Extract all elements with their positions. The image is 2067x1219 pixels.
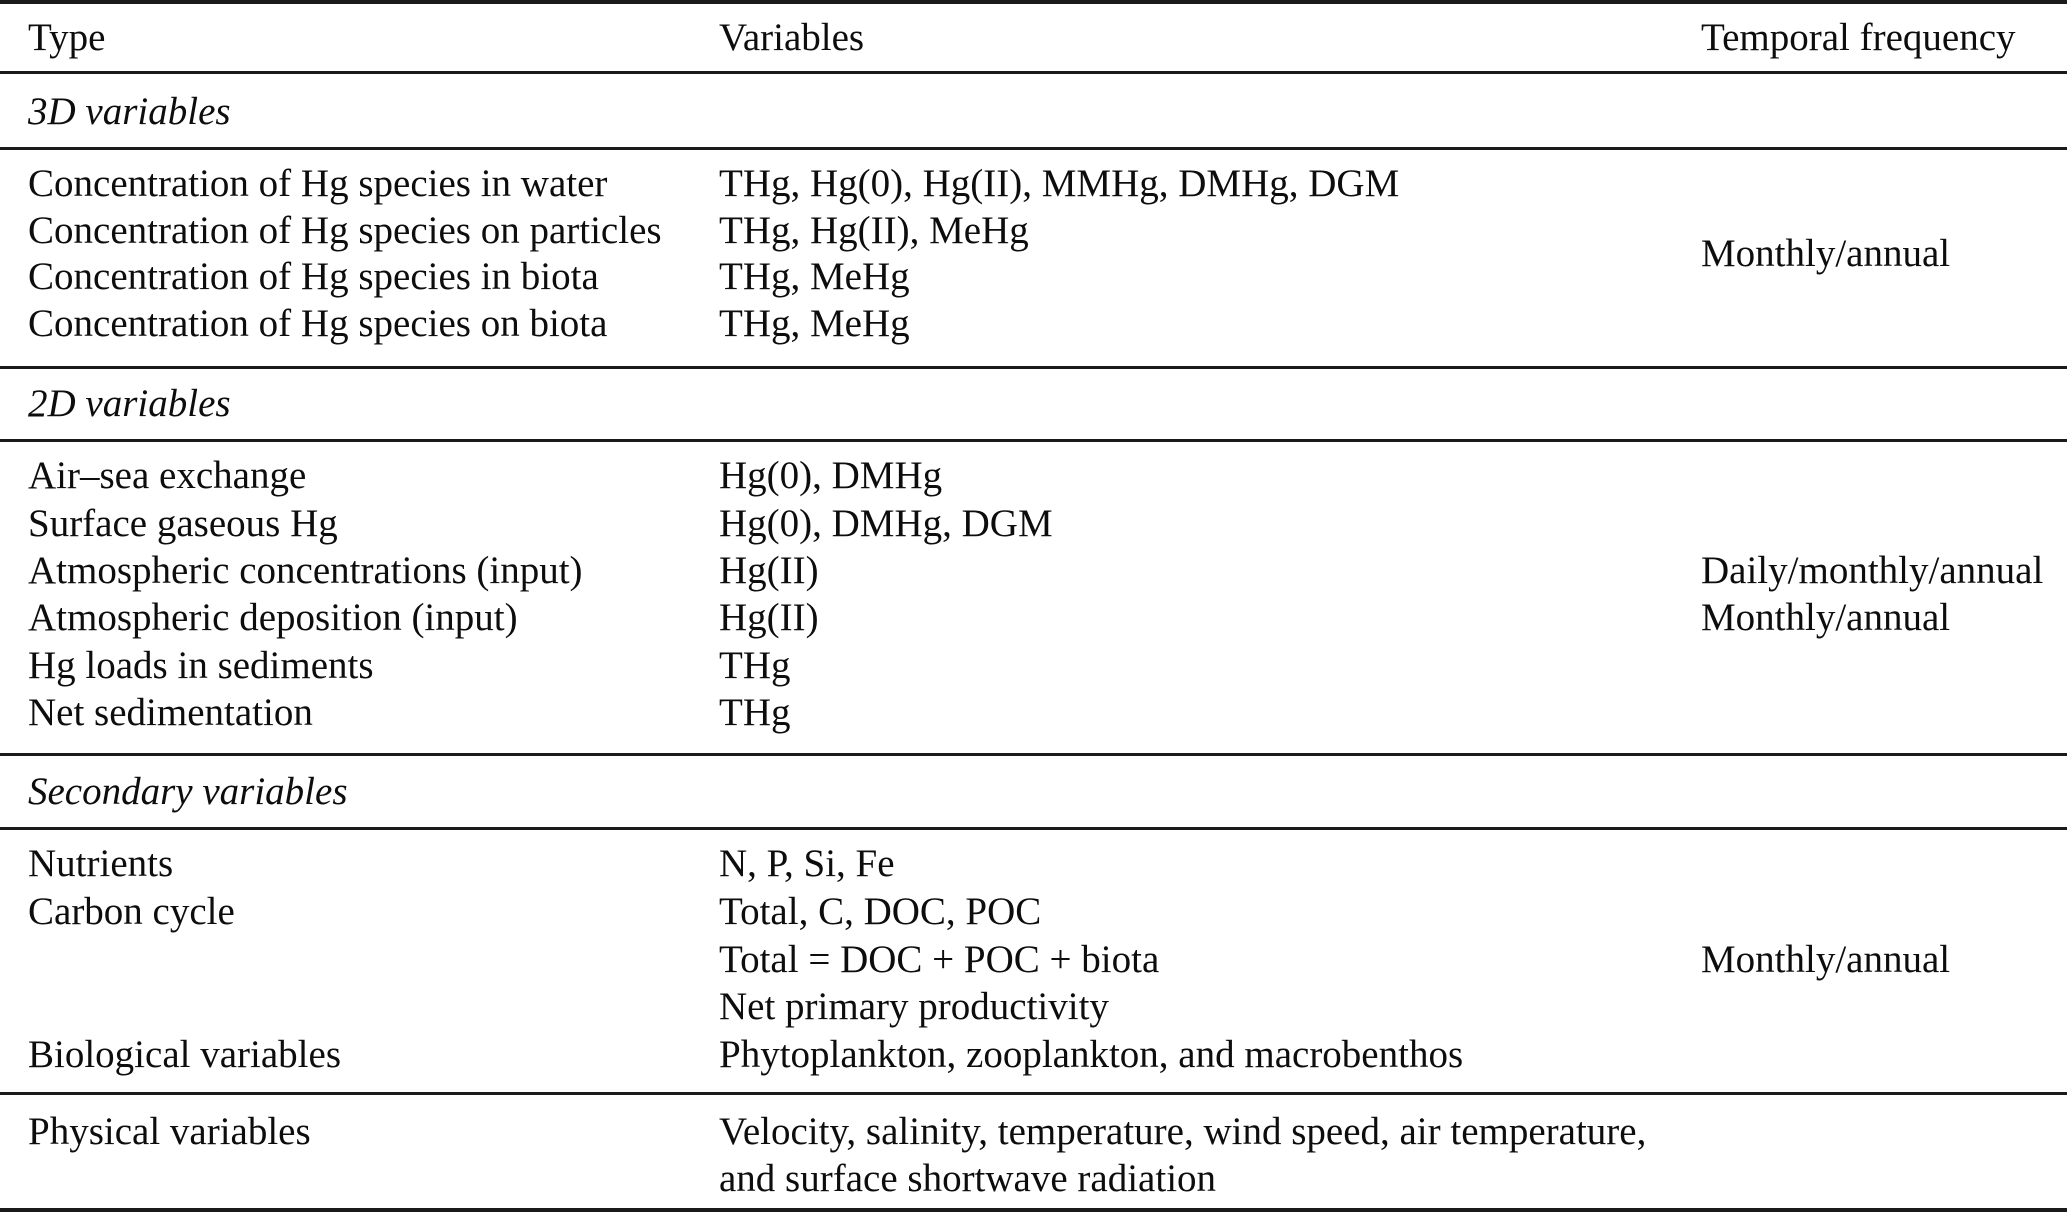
table-row: Atmospheric concentrations (input) Hg(II…: [0, 547, 2067, 594]
table-row: Concentration of Hg species in biota THg…: [0, 253, 2067, 300]
cell-frequency: Monthly/annual: [1701, 596, 1951, 639]
table-row: Air–sea exchange Hg(0), DMHg: [0, 452, 2067, 499]
cell-type: Concentration of Hg species in biota: [28, 255, 599, 298]
cell-variables: THg: [719, 644, 791, 687]
cell-variables: Hg(II): [719, 596, 819, 639]
table-row: Carbon cycle Total, C, DOC, POC: [0, 888, 2067, 935]
cell-variables: Phytoplankton, zooplankton, and macroben…: [719, 1033, 1464, 1076]
table-row: Concentration of Hg species on biota THg…: [0, 300, 2067, 347]
rule-below-secondary-title: [0, 827, 2067, 830]
cell-type: Atmospheric deposition (input): [28, 596, 518, 639]
table-row: and surface shortwave radiation: [0, 1155, 2067, 1202]
table-row: Concentration of Hg species in water THg…: [0, 160, 2067, 207]
rule-above-2d-title: [0, 366, 2067, 369]
cell-type: Surface gaseous Hg: [28, 502, 338, 545]
table-row: Total = DOC + POC + biota Monthly/annual: [0, 936, 2067, 983]
frequency-span-row: Monthly/annual: [0, 230, 2067, 277]
section-title-2d: 2D variables: [28, 382, 231, 425]
rule-above-physical-section: [0, 1092, 2067, 1095]
table-row: Net sedimentation THg: [0, 689, 2067, 736]
section-title-3d: 3D variables: [28, 90, 231, 133]
cell-type: Net sedimentation: [28, 691, 313, 734]
cell-type: Nutrients: [28, 842, 174, 885]
table-top-rule: [0, 0, 2067, 4]
table-row: Concentration of Hg species on particles…: [0, 207, 2067, 254]
rule-below-3d-title: [0, 147, 2067, 150]
column-header-frequency: Temporal frequency: [1701, 16, 2016, 59]
table-row: Surface gaseous Hg Hg(0), DMHg, DGM: [0, 500, 2067, 547]
cell-variables: THg, Hg(0), Hg(II), MMHg, DMHg, DGM: [719, 162, 1400, 205]
cell-type: Physical variables: [28, 1110, 311, 1153]
table-row: Nutrients N, P, Si, Fe: [0, 840, 2067, 887]
column-header-variables: Variables: [719, 16, 865, 59]
cell-type: Air–sea exchange: [28, 454, 307, 497]
cell-variables: Total, C, DOC, POC: [719, 890, 1042, 933]
cell-variables: Total = DOC + POC + biota: [719, 938, 1160, 981]
cell-type: Concentration of Hg species on particles: [28, 209, 662, 252]
table-row: Physical variables Velocity, salinity, t…: [0, 1108, 2067, 1155]
table-row: Biological variables Phytoplankton, zoop…: [0, 1031, 2067, 1078]
rule-above-secondary-title: [0, 753, 2067, 756]
cell-variables: THg, MeHg: [719, 302, 910, 345]
cell-variables: Velocity, salinity, temperature, wind sp…: [719, 1110, 1647, 1153]
cell-type: Concentration of Hg species on biota: [28, 302, 608, 345]
cell-variables: THg, Hg(II), MeHg: [719, 209, 1029, 252]
section-title-secondary: Secondary variables: [28, 770, 348, 813]
column-header-row: Type Variables Temporal frequency: [0, 14, 2067, 61]
table-row: Net primary productivity: [0, 983, 2067, 1030]
table-bottom-rule: [0, 1208, 2067, 1212]
table-row: Hg loads in sediments THg: [0, 642, 2067, 689]
header-bottom-rule: [0, 71, 2067, 74]
cell-variables: THg, MeHg: [719, 255, 910, 298]
cell-variables: THg: [719, 691, 791, 734]
cell-variables: N, P, Si, Fe: [719, 842, 895, 885]
rule-below-2d-title: [0, 439, 2067, 442]
cell-frequency: Monthly/annual: [1701, 938, 1951, 981]
section-header-secondary: Secondary variables: [0, 768, 2067, 815]
cell-variables: Net primary productivity: [719, 985, 1109, 1028]
cell-type: Concentration of Hg species in water: [28, 162, 608, 205]
cell-type: Biological variables: [28, 1033, 341, 1076]
column-header-type: Type: [28, 16, 106, 59]
cell-type: Hg loads in sediments: [28, 644, 374, 687]
section-header-3d: 3D variables: [0, 88, 2067, 135]
cell-frequency: Daily/monthly/annual: [1701, 549, 2044, 592]
cell-variables: Hg(0), DMHg, DGM: [719, 502, 1053, 545]
cell-type: Carbon cycle: [28, 890, 235, 933]
section-header-2d: 2D variables: [0, 380, 2067, 427]
cell-type: Atmospheric concentrations (input): [28, 549, 583, 592]
cell-frequency: Monthly/annual: [1701, 232, 1951, 275]
table-row: Atmospheric deposition (input) Hg(II) Mo…: [0, 594, 2067, 641]
cell-variables: and surface shortwave radiation: [719, 1157, 1217, 1200]
cell-variables: Hg(II): [719, 549, 819, 592]
cell-variables: Hg(0), DMHg: [719, 454, 943, 497]
